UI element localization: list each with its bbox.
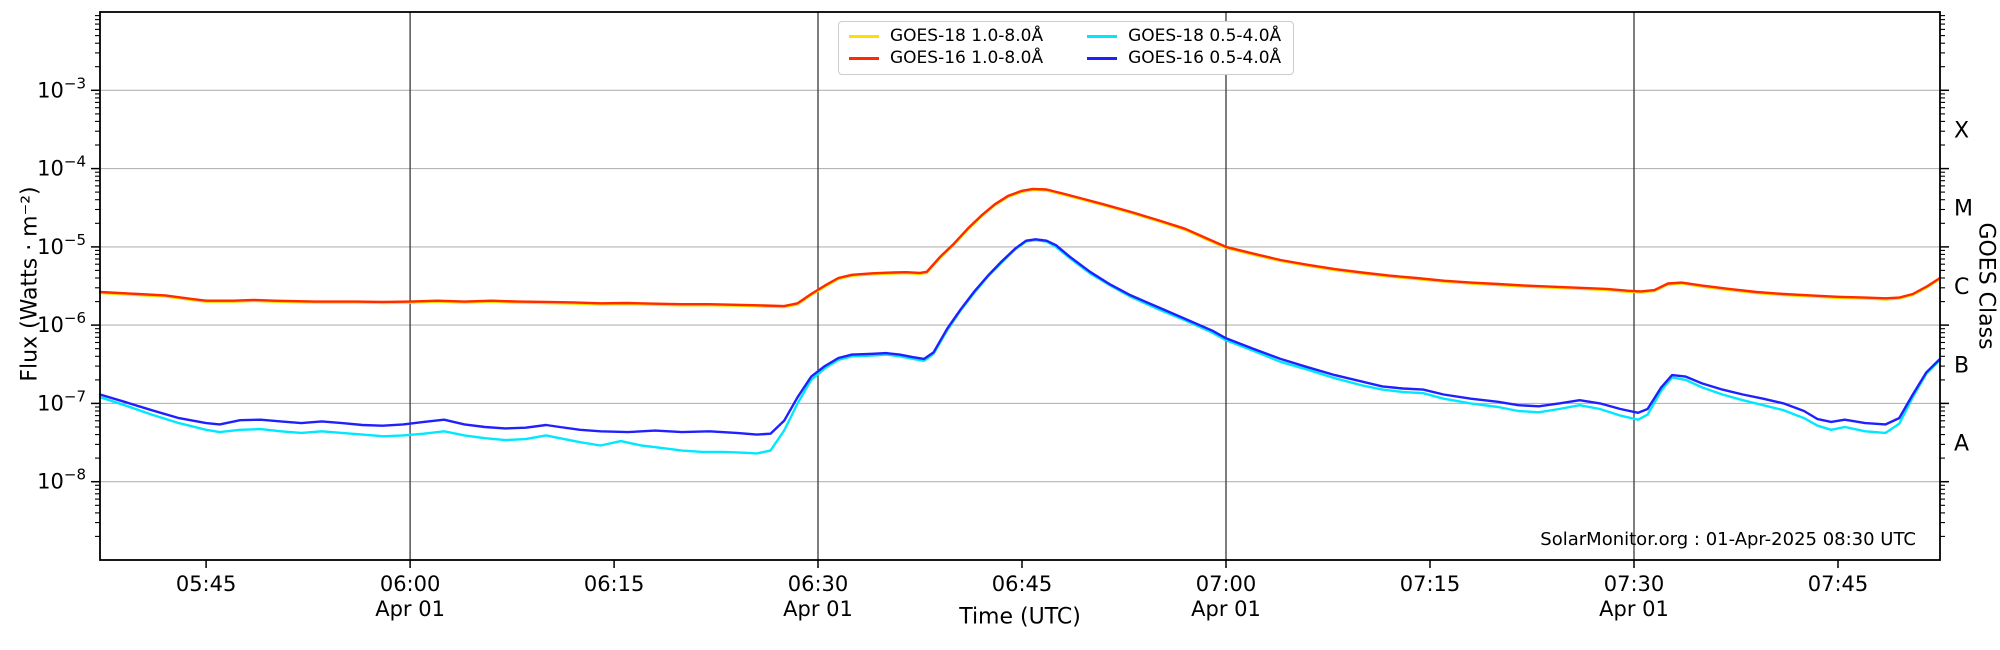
legend-label: GOES-18 1.0-8.0Å — [890, 26, 1044, 46]
svg-text:Apr 01: Apr 01 — [1599, 597, 1669, 621]
legend: GOES-18 1.0-8.0Å GOES-16 1.0-8.0Å GOES-18 … — [838, 21, 1295, 75]
legend-entry: GOES-18 1.0-8.0Å — [849, 27, 1043, 46]
svg-text:C: C — [1954, 275, 1969, 300]
y-axis-title: Flux (Watts · m⁻²) — [17, 186, 43, 382]
svg-text:10−4: 10−4 — [37, 153, 86, 181]
series-goes-18-0.5-4.0- — [98, 238, 1942, 455]
legend-label: GOES-16 1.0-8.0Å — [890, 48, 1044, 68]
svg-text:07:00: 07:00 — [1196, 572, 1257, 596]
svg-text:10−6: 10−6 — [37, 309, 86, 337]
v-gridlines — [409, 12, 1635, 560]
svg-text:10−5: 10−5 — [37, 231, 86, 259]
goes-class-labels: X M C B A — [1954, 118, 1973, 456]
y-ticks — [91, 15, 1949, 537]
svg-text:06:00: 06:00 — [380, 572, 441, 596]
series-goes-16-0.5-4.0- — [98, 238, 1942, 436]
svg-text:10−3: 10−3 — [37, 74, 86, 102]
legend-entry: GOES-16 1.0-8.0Å — [849, 49, 1043, 68]
legend-entry: GOES-16 0.5-4.0Å — [1087, 49, 1281, 68]
plot-border — [99, 11, 1941, 561]
svg-text:06:45: 06:45 — [992, 572, 1053, 596]
svg-text:07:30: 07:30 — [1604, 572, 1665, 596]
svg-text:M: M — [1954, 197, 1973, 222]
svg-text:10−8: 10−8 — [37, 466, 86, 494]
legend-line-swatch — [1087, 35, 1118, 38]
svg-text:06:30: 06:30 — [788, 572, 849, 596]
legend-label: GOES-16 0.5-4.0Å — [1128, 48, 1282, 68]
y-tick-labels: 10−3 10−4 10−5 10−6 10−7 10−8 — [37, 74, 86, 493]
series-goes-18-1.0-8.0- — [98, 188, 1942, 309]
svg-text:X: X — [1954, 118, 1969, 143]
svg-text:05:45: 05:45 — [176, 572, 237, 596]
svg-text:Apr 01: Apr 01 — [783, 597, 853, 621]
svg-text:B: B — [1954, 353, 1969, 378]
series-goes-16-1.0-8.0- — [98, 187, 1942, 308]
svg-text:A: A — [1954, 432, 1969, 457]
legend-line-swatch — [849, 35, 879, 38]
legend-entry: GOES-18 0.5-4.0Å — [1087, 27, 1281, 46]
right-axis-title: GOES Class — [1973, 222, 1999, 350]
legend-label: GOES-18 0.5-4.0Å — [1128, 26, 1282, 46]
legend-grid: GOES-18 1.0-8.0Å GOES-16 1.0-8.0Å GOES-18 … — [849, 27, 1281, 68]
svg-text:Apr 01: Apr 01 — [1191, 597, 1261, 621]
svg-text:10−7: 10−7 — [37, 387, 86, 415]
svg-text:07:45: 07:45 — [1808, 572, 1869, 596]
legend-line-swatch — [1087, 57, 1118, 60]
svg-text:06:15: 06:15 — [584, 572, 645, 596]
x-axis-title: Time (UTC) — [959, 604, 1081, 630]
svg-text:07:15: 07:15 — [1400, 572, 1461, 596]
source-annotation: SolarMonitor.org : 01-Apr-2025 08:30 UTC — [1540, 529, 1916, 550]
svg-text:Apr 01: Apr 01 — [375, 597, 445, 621]
legend-line-swatch — [849, 57, 879, 60]
